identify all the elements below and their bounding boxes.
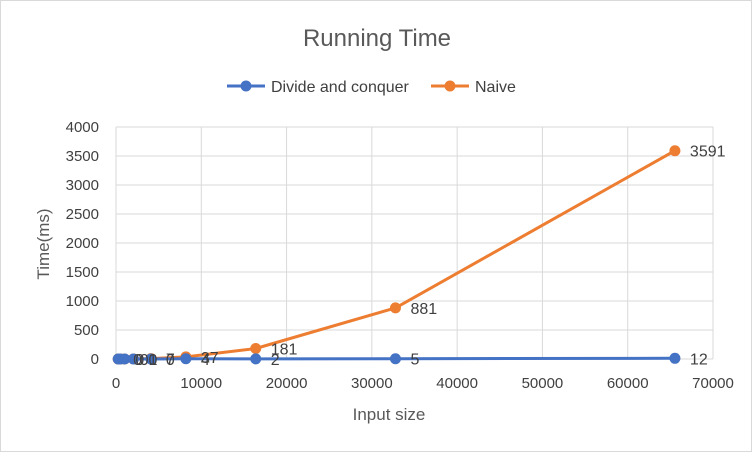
data-point <box>180 353 192 365</box>
x-tick-label: 60000 <box>607 375 649 392</box>
legend-label: Naive <box>475 79 516 96</box>
data-label: 2 <box>271 352 280 369</box>
data-label: 0 <box>133 352 142 369</box>
y-tick-label: 3000 <box>66 177 99 194</box>
data-point <box>389 302 401 314</box>
data-label: 0 <box>140 352 149 369</box>
legend-marker <box>444 80 456 92</box>
data-point <box>669 145 681 157</box>
x-tick-label: 20000 <box>266 375 308 392</box>
y-tick-label: 4000 <box>66 119 99 136</box>
y-tick-label: 500 <box>74 322 99 339</box>
data-label: 3591 <box>690 144 726 161</box>
data-label: 0 <box>135 352 144 369</box>
legend-label: Divide and conquer <box>271 79 410 96</box>
x-axis-label: Input size <box>353 405 426 424</box>
y-axis-label: Time(ms) <box>34 208 53 279</box>
y-tick-label: 2500 <box>66 206 99 223</box>
y-tick-label: 2000 <box>66 235 99 252</box>
y-tick-label: 0 <box>91 351 99 368</box>
y-axis-ticks: 0 500 1000 1500 2000 2500 3000 3500 4000 <box>66 119 99 368</box>
x-tick-label: 50000 <box>522 375 564 392</box>
data-point <box>145 353 157 365</box>
x-tick-label: 30000 <box>351 375 393 392</box>
data-label: 37 <box>201 350 219 367</box>
chart-title: Running Time <box>303 25 451 52</box>
data-point <box>119 353 131 365</box>
x-tick-label: 10000 <box>180 375 222 392</box>
data-point <box>127 353 139 365</box>
y-tick-label: 3500 <box>66 148 99 165</box>
x-tick-label: 70000 <box>692 375 734 392</box>
data-point <box>669 352 681 364</box>
x-axis-ticks: 0 10000 20000 30000 40000 50000 60000 70000 <box>112 375 734 392</box>
data-point <box>250 353 262 365</box>
data-label: 0 <box>166 352 175 369</box>
data-label: 1 <box>148 352 157 369</box>
data-label: 181 <box>271 342 298 359</box>
y-tick-label: 1500 <box>66 264 99 281</box>
data-label: 5 <box>410 352 419 369</box>
x-tick-label: 0 <box>112 375 120 392</box>
series-group <box>112 145 681 365</box>
data-point <box>250 343 262 355</box>
data-label: 0 <box>148 352 157 369</box>
gridlines <box>115 126 714 360</box>
legend-marker <box>240 80 252 92</box>
data-label: 12 <box>690 351 708 368</box>
data-point <box>389 353 401 365</box>
data-label: 7 <box>166 352 175 369</box>
legend: Divide and conquer Naive <box>227 79 516 96</box>
x-tick-label: 40000 <box>436 375 478 392</box>
data-label: 4 <box>201 352 210 369</box>
y-tick-label: 1000 <box>66 293 99 310</box>
data-label: 881 <box>410 301 437 318</box>
